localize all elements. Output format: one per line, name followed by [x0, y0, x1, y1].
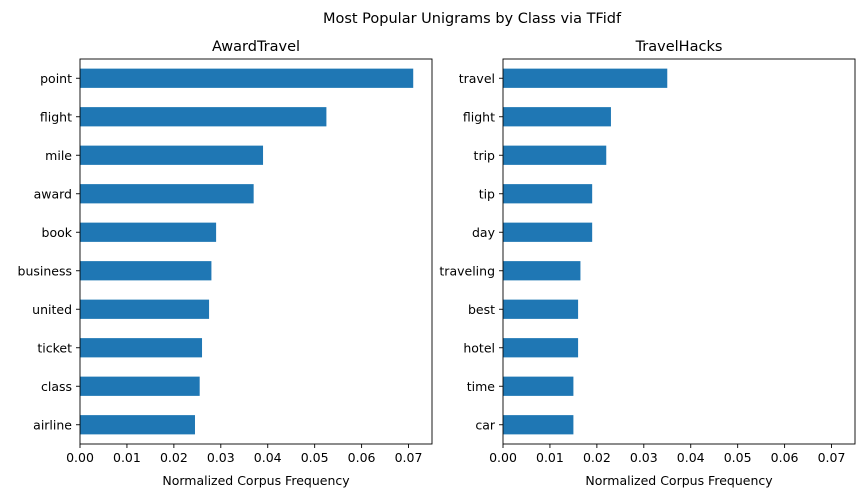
- y-tick-label: flight: [463, 109, 495, 124]
- y-tick-label: tip: [479, 186, 495, 201]
- x-tick-label: 0.05: [724, 450, 752, 465]
- x-tick-label: 0.00: [66, 450, 94, 465]
- y-tick-label: time: [467, 379, 496, 394]
- x-tick-label: 0.04: [677, 450, 705, 465]
- x-tick-label: 0.04: [254, 450, 282, 465]
- bar-day: [503, 222, 593, 242]
- x-tick-label: 0.07: [395, 450, 423, 465]
- x-tick-label: 0.01: [113, 450, 141, 465]
- x-tick-label: 0.02: [583, 450, 611, 465]
- x-axis-label: Normalized Corpus Frequency: [162, 473, 350, 488]
- bar-series: [80, 68, 414, 435]
- x-tick-label: 0.05: [301, 450, 329, 465]
- axes-frame: [79, 58, 433, 445]
- y-tick-label: best: [468, 302, 495, 317]
- y-axis-ticks: travel flight trip tip day traveling best hotel…: [439, 71, 503, 432]
- bar-point: [80, 68, 414, 88]
- y-tick-label: point: [40, 71, 72, 86]
- y-tick-label: business: [18, 263, 72, 278]
- y-axis-ticks: point flight mile award book business united ti…: [18, 71, 80, 432]
- bar-class: [80, 376, 200, 396]
- bar-traveling: [503, 261, 581, 281]
- x-tick-label: 0.01: [536, 450, 564, 465]
- x-tick-label: 0.02: [160, 450, 188, 465]
- y-tick-label: trip: [474, 148, 496, 163]
- chart-panel-awardtravel: AwardTravel point flight mile award book busi…: [18, 39, 433, 488]
- x-tick-label: 0.06: [771, 450, 799, 465]
- chart-title: TravelHacks: [635, 39, 723, 55]
- bar-travel: [503, 68, 668, 88]
- y-tick-label: flight: [40, 109, 72, 124]
- bar-flight: [503, 107, 611, 127]
- bar-tip: [503, 184, 593, 204]
- x-axis-ticks: 0.00 0.01 0.02 0.03 0.04 0.05 0.06 0.07: [489, 444, 845, 465]
- bar-united: [80, 299, 210, 319]
- bar-business: [80, 261, 212, 281]
- y-tick-label: travel: [459, 71, 495, 86]
- x-tick-label: 0.06: [348, 450, 376, 465]
- x-tick-label: 0.00: [489, 450, 517, 465]
- bar-flight: [80, 107, 327, 127]
- x-tick-label: 0.07: [818, 450, 846, 465]
- y-tick-label: united: [32, 302, 72, 317]
- x-axis-label: Normalized Corpus Frequency: [585, 473, 773, 488]
- x-tick-label: 0.03: [630, 450, 658, 465]
- y-tick-label: mile: [45, 148, 72, 163]
- x-axis-ticks: 0.00 0.01 0.02 0.03 0.04 0.05 0.06 0.07: [66, 444, 422, 465]
- chart-panel-travelhacks: TravelHacks travelflighttriptipdaytravel…: [439, 39, 856, 488]
- bar-mile: [80, 145, 264, 165]
- y-tick-label: car: [475, 417, 496, 432]
- bar-hotel: [503, 338, 579, 358]
- chart-title: AwardTravel: [212, 39, 300, 55]
- bar-time: [503, 376, 574, 396]
- bar-trip: [503, 145, 607, 165]
- bar-airline: [80, 415, 195, 435]
- bar-book: [80, 222, 217, 242]
- y-tick-label: traveling: [439, 263, 495, 278]
- bar-series: [503, 68, 668, 435]
- axes-frame: [502, 58, 856, 445]
- y-tick-label: airline: [33, 417, 72, 432]
- bar-award: [80, 184, 254, 204]
- figure-suptitle: Most Popular Unigrams by Class via TFidf: [323, 11, 622, 27]
- y-tick-label: ticket: [37, 340, 72, 355]
- y-tick-label: day: [472, 225, 496, 240]
- y-tick-label: award: [34, 186, 72, 201]
- y-tick-label: hotel: [463, 340, 495, 355]
- bar-ticket: [80, 338, 203, 358]
- x-tick-label: 0.03: [207, 450, 235, 465]
- y-tick-label: book: [42, 225, 73, 240]
- y-tick-label: class: [41, 379, 72, 394]
- bar-car: [503, 415, 574, 435]
- bar-best: [503, 299, 579, 319]
